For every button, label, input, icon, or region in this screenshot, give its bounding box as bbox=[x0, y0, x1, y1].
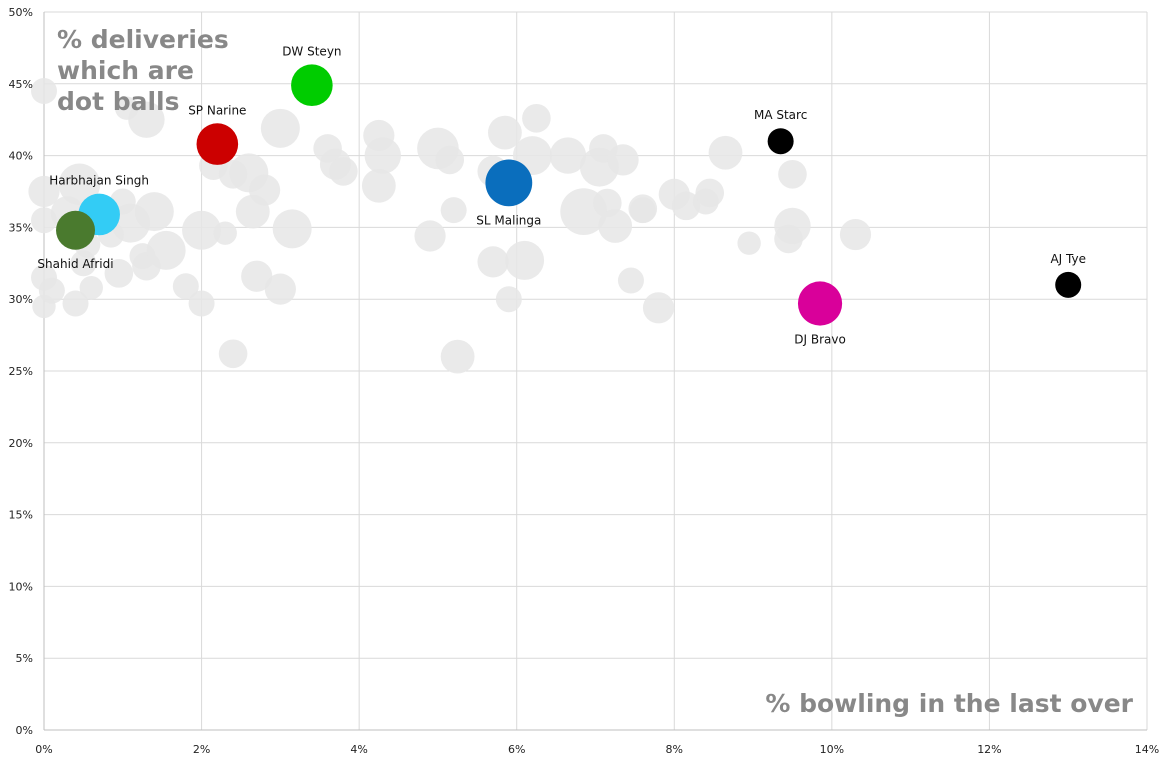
label-sl-malinga: SL Malinga bbox=[476, 213, 541, 227]
y-tick-label: 20% bbox=[9, 437, 33, 450]
point-dw-steyn bbox=[291, 64, 333, 107]
x-tick-label: 14% bbox=[1135, 743, 1159, 756]
label-sp-narine: SP Narine bbox=[188, 103, 246, 117]
y-tick-label: 10% bbox=[9, 580, 33, 593]
y-tick-label: 5% bbox=[16, 652, 33, 665]
background-point bbox=[264, 273, 296, 305]
label-dj-bravo: DJ Bravo bbox=[794, 333, 846, 347]
background-point bbox=[31, 77, 57, 104]
y-tick-label: 30% bbox=[9, 293, 33, 306]
x-tick-label: 8% bbox=[666, 743, 683, 756]
background-point bbox=[329, 157, 358, 186]
y-tick-label: 40% bbox=[9, 150, 33, 163]
highlighted-points: DW Steyn SP Narine Harbhajan Singh Shahid A… bbox=[37, 44, 1086, 346]
x-tick-label: 4% bbox=[350, 743, 367, 756]
background-point bbox=[487, 115, 522, 150]
chart-title-line-1: % deliveries bbox=[57, 25, 229, 54]
background-point bbox=[505, 240, 545, 280]
point-dj-bravo bbox=[797, 281, 843, 326]
background-point bbox=[272, 209, 312, 249]
background-point bbox=[522, 103, 551, 133]
background-point bbox=[737, 231, 761, 255]
background-point bbox=[642, 292, 675, 324]
background-point bbox=[182, 210, 222, 250]
background-point bbox=[172, 273, 199, 300]
background-point bbox=[598, 209, 633, 243]
point-sp-narine bbox=[196, 123, 239, 165]
x-tick-label: 6% bbox=[508, 743, 525, 756]
background-point bbox=[414, 220, 446, 252]
x-axis-title: % bowling in the last over bbox=[765, 689, 1133, 718]
chart-title: % deliveries which are dot balls bbox=[57, 25, 229, 116]
background-point bbox=[146, 230, 186, 270]
background-point bbox=[128, 101, 165, 138]
background-points bbox=[28, 77, 872, 374]
background-point bbox=[695, 178, 725, 208]
background-point bbox=[435, 145, 465, 175]
y-tick-label: 25% bbox=[9, 365, 33, 378]
background-point bbox=[774, 207, 811, 245]
background-point bbox=[440, 197, 467, 224]
tick-labels: 0% 2% 4% 6% 8% 10% 12% 14% 0% 5% 10% 15% 20% 25% 30% 35… bbox=[9, 6, 1160, 756]
background-point bbox=[364, 137, 401, 174]
chart-title-line-2: which are bbox=[57, 56, 194, 85]
background-point bbox=[260, 108, 300, 148]
background-point bbox=[218, 339, 248, 369]
label-aj-tye: AJ Tye bbox=[1050, 252, 1086, 266]
x-tick-label: 0% bbox=[35, 743, 52, 756]
background-point bbox=[361, 168, 396, 203]
label-shahid-afridi: Shahid Afridi bbox=[37, 257, 113, 271]
y-tick-label: 50% bbox=[9, 6, 33, 19]
background-point bbox=[708, 135, 743, 170]
background-point bbox=[839, 218, 872, 251]
y-tick-label: 45% bbox=[9, 78, 33, 91]
background-point bbox=[495, 286, 522, 313]
background-point bbox=[628, 194, 658, 224]
background-point bbox=[28, 175, 60, 208]
background-point bbox=[549, 137, 587, 174]
background-point bbox=[241, 260, 273, 292]
chart-title-line-3: dot balls bbox=[57, 87, 180, 116]
background-point bbox=[440, 339, 475, 374]
background-point bbox=[778, 159, 807, 189]
background-point bbox=[104, 259, 134, 288]
x-tick-label: 2% bbox=[193, 743, 210, 756]
background-point bbox=[134, 192, 174, 232]
label-harbhajan-singh: Harbhajan Singh bbox=[49, 174, 149, 188]
background-point bbox=[188, 290, 215, 317]
background-point bbox=[249, 174, 281, 206]
background-point bbox=[213, 221, 237, 245]
background-point bbox=[38, 277, 65, 304]
x-tick-label: 10% bbox=[820, 743, 844, 756]
point-aj-tye bbox=[1055, 271, 1082, 298]
point-shahid-afridi bbox=[56, 210, 96, 250]
background-point bbox=[607, 144, 639, 176]
background-point bbox=[62, 290, 89, 317]
axes bbox=[43, 12, 1147, 731]
y-tick-label: 15% bbox=[9, 509, 33, 522]
background-point bbox=[79, 276, 103, 300]
y-tick-label: 35% bbox=[9, 221, 33, 234]
point-sl-malinga bbox=[485, 159, 533, 207]
background-point bbox=[58, 163, 101, 206]
background-point bbox=[477, 246, 509, 278]
background-point bbox=[31, 207, 57, 234]
y-tick-label: 0% bbox=[16, 724, 33, 737]
point-ma-starc bbox=[767, 128, 794, 155]
label-dw-steyn: DW Steyn bbox=[282, 44, 341, 58]
background-point bbox=[617, 267, 644, 294]
label-ma-starc: MA Starc bbox=[754, 108, 807, 122]
x-tick-label: 12% bbox=[977, 743, 1001, 756]
